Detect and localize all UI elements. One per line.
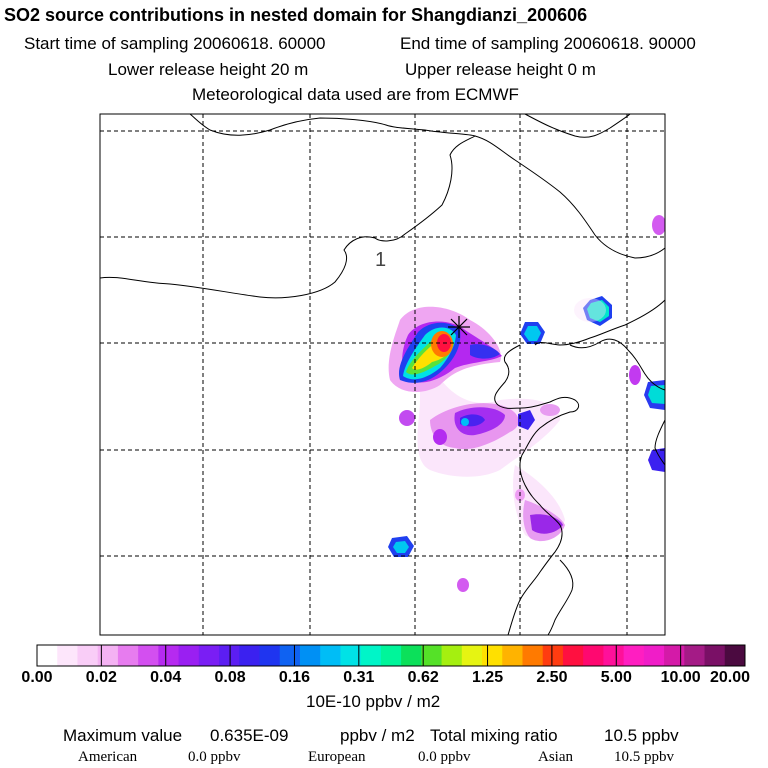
colorbar-tick-label-4: 0.16 (278, 669, 311, 686)
spot-coast-mid-light (540, 404, 560, 416)
coast-peninsula (654, 419, 666, 466)
colorbar-tick-label-2: 0.04 (150, 669, 182, 686)
colorbar-swatch-2 (77, 645, 99, 666)
start-time-text: Start time of sampling 20060618. 60000 (24, 34, 326, 53)
map-frame (99, 113, 666, 636)
colorbar-swatch-31 (664, 645, 685, 666)
spot-east-lower (648, 448, 665, 472)
colorbar-swatch-32 (684, 645, 706, 666)
receptor-marker (448, 316, 470, 338)
spot-east-cyan (648, 385, 665, 404)
colorbar-tick-label-1: 0.02 (85, 669, 117, 686)
spot-purple-west (433, 429, 447, 445)
colorbar-swatch-14 (320, 645, 341, 666)
spot-cyan-band (461, 418, 469, 426)
colorbar-swatch-27 (583, 645, 604, 666)
spot-south-light (574, 298, 606, 322)
colorbar-swatch-9 (219, 645, 240, 666)
colorbar-tick-label-11: 20.00 (709, 669, 751, 686)
colorbar-swatch-26 (562, 645, 584, 666)
colorbar-tick-label-9: 5.00 (600, 669, 632, 686)
region-american-name: American (78, 749, 138, 765)
colorbar-swatch-0 (37, 645, 58, 666)
region-european-value: 0.0 ppbv (418, 749, 471, 765)
end-time-text: End time of sampling 20060618. 90000 (400, 34, 696, 53)
colorbar-swatch-25 (542, 645, 564, 666)
colorbar-swatch-3 (97, 645, 119, 666)
colorbar-swatch-12 (279, 645, 301, 666)
colorbar-tick-label-10: 10.00 (660, 669, 701, 686)
colorbar-swatch-7 (178, 645, 200, 666)
colorbar-swatch-1 (57, 645, 78, 666)
spot-purple-mid (399, 410, 415, 426)
spot-coast-mid (518, 410, 535, 430)
spot-east-purple (629, 365, 641, 385)
colorbar-tick-label-8: 2.50 (536, 669, 568, 686)
region-asian-name: Asian (538, 749, 573, 765)
spot-sw-cyan (393, 541, 409, 553)
colorbar (36, 644, 746, 667)
colorbar-swatch-34 (724, 645, 746, 666)
border-ne (524, 113, 631, 138)
region-asian-value: 10.5 ppbv (614, 749, 674, 765)
colorbar-tick-label-0: 0.00 (21, 669, 53, 686)
boundaries (99, 113, 666, 636)
max-value: 0.635E-09 (210, 726, 289, 745)
upper-release-text: Upper release height 0 m (405, 60, 596, 79)
colorbar-swatch-24 (522, 645, 544, 666)
colorbar-swatch-19 (421, 645, 443, 666)
colorbar-swatch-33 (704, 645, 726, 666)
border-north-2 (474, 135, 666, 259)
plume-blue-tail (470, 344, 500, 359)
coast-liaodong (569, 338, 666, 391)
spot-east-magenta (652, 215, 665, 235)
colorbar-swatch-10 (239, 645, 261, 666)
colorbar-swatch-16 (360, 645, 382, 666)
colorbar-tick-label-5: 0.31 (343, 669, 375, 686)
colorbar-swatch-29 (623, 645, 645, 666)
gridlines (100, 114, 665, 635)
spot-south (457, 578, 469, 592)
max-value-label: Maximum value (63, 726, 183, 745)
colorbar-swatch-6 (158, 645, 180, 666)
colorbar-swatch-21 (461, 645, 483, 666)
spot-coast-cyan (524, 326, 541, 341)
total-mixing-value: 10.5 ppbv (604, 726, 679, 745)
colorbar-units: 10E-10 ppbv / m2 (306, 692, 441, 711)
colorbar-swatch-28 (603, 645, 625, 666)
colorbar-tick-label-3: 0.08 (214, 669, 246, 686)
colorbar-swatch-18 (401, 645, 422, 666)
total-mixing-label: Total mixing ratio (430, 726, 558, 745)
border-north (99, 113, 477, 299)
colorbar-swatch-8 (198, 645, 220, 666)
contour-label: 1 (375, 249, 386, 271)
colorbar-swatch-13 (299, 645, 321, 666)
colorbar-swatch-5 (138, 645, 159, 666)
region-european-name: European (308, 749, 366, 765)
chart-title: SO2 source contributions in nested domai… (4, 5, 588, 25)
colorbar-swatch-11 (259, 645, 281, 666)
coast-south (547, 559, 574, 636)
colorbar-swatch-20 (441, 645, 463, 666)
colorbar-tick-label-7: 1.25 (471, 669, 504, 686)
plume-field (388, 215, 665, 592)
colorbar-swatch-23 (502, 645, 523, 666)
colorbar-tick-label-6: 0.62 (407, 669, 439, 686)
colorbar-swatch-4 (117, 645, 139, 666)
region-american-value: 0.0 ppbv (188, 749, 241, 765)
coast-bohai (494, 344, 580, 636)
colorbar-swatch-17 (380, 645, 402, 666)
spot-ne-cyan-inner (587, 300, 609, 322)
colorbar-swatch-15 (340, 645, 362, 666)
border-e (534, 299, 666, 346)
max-value-unit: ppbv / m2 (340, 726, 415, 745)
lower-release-text: Lower release height 20 m (108, 60, 309, 79)
meteorological-text: Meteorological data used are from ECMWF (192, 85, 519, 104)
colorbar-swatch-30 (643, 645, 665, 666)
colorbar-swatch-22 (482, 645, 503, 666)
